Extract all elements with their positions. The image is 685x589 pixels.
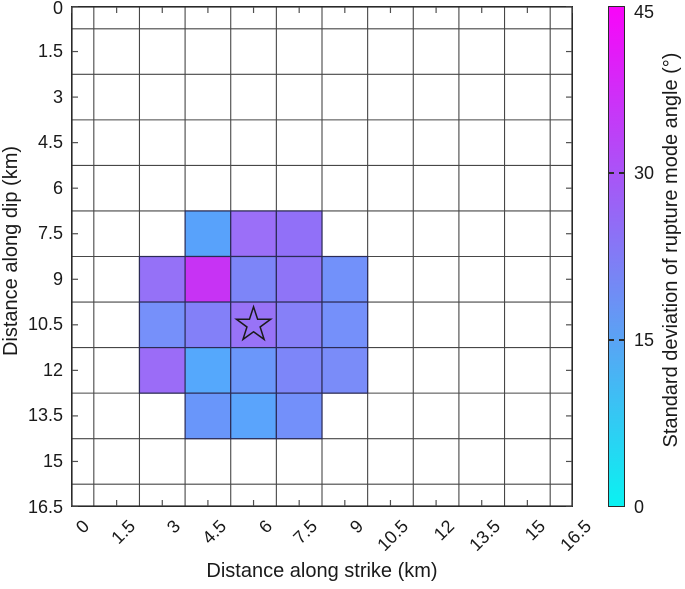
heatmap-cell <box>321 346 369 394</box>
heatmap-cell <box>321 301 369 349</box>
x-tick-label: 4.5 <box>198 516 231 548</box>
star-marker <box>234 304 273 342</box>
y-tick-label: 4.5 <box>37 132 63 153</box>
heatmap-cell <box>184 301 232 349</box>
y-tick-label: 12 <box>42 359 63 380</box>
y-tick-label: 10.5 <box>27 314 63 335</box>
x-tick-label: 9 <box>345 516 367 538</box>
x-tick-label: 0 <box>71 516 94 538</box>
colorbar-tick-label: 15 <box>634 329 655 350</box>
heatmap-plot <box>71 6 573 507</box>
heatmap-cell <box>184 346 232 394</box>
heatmap-cell <box>184 210 232 258</box>
colorbar-tickmark <box>619 339 624 341</box>
y-tick-label: 0 <box>52 0 63 18</box>
heatmap-cell <box>184 255 232 303</box>
heatmap-cell <box>275 255 323 303</box>
x-tick-label: 1.5 <box>106 516 139 548</box>
heatmap-cell <box>230 255 277 303</box>
heatmap-cell <box>230 346 277 394</box>
x-tick-label: 6 <box>254 516 276 538</box>
y-tick-label: 16.5 <box>27 496 63 517</box>
heatmap-cell <box>275 301 323 349</box>
heatmap-cell <box>230 210 277 258</box>
x-axis-title: Distance along strike (km) <box>206 560 438 582</box>
heatmap-cell <box>275 210 323 258</box>
heatmap-cell <box>184 392 232 440</box>
heatmap-cell <box>138 301 186 349</box>
x-tick-label: 13.5 <box>464 516 504 555</box>
colorbar-tickmark <box>619 172 624 174</box>
x-tick-label: 15 <box>521 516 550 545</box>
colorbar-tick-label: 30 <box>634 162 655 183</box>
x-tick-label: 10.5 <box>373 516 413 555</box>
y-tick-label: 1.5 <box>37 41 63 62</box>
colorbar-tickmark <box>609 172 614 174</box>
y-tick-label: 9 <box>52 268 63 289</box>
y-tick-label: 13.5 <box>27 405 63 426</box>
y-tick-label: 6 <box>52 177 63 198</box>
x-tick-label: 12 <box>429 516 459 545</box>
x-tick-label: 7.5 <box>289 516 322 548</box>
heatmap-cell <box>321 255 369 303</box>
colorbar-tickmark <box>609 339 614 341</box>
heatmap-cell <box>138 255 186 303</box>
x-tick-label: 16.5 <box>556 516 596 555</box>
colorbar-tick-label: 45 <box>634 2 655 22</box>
colorbar-tick-label: 0 <box>634 496 645 517</box>
x-tick-label: 3 <box>163 516 185 538</box>
y-tick-label: 7.5 <box>37 223 63 244</box>
y-tick-label: 15 <box>42 450 63 471</box>
y-axis-title: Distance along dip (km) <box>0 145 22 357</box>
heatmap-cell <box>230 392 277 440</box>
heatmap-cell <box>275 346 323 394</box>
heatmap-cell <box>275 392 323 440</box>
colorbar-title: Standard deviation of rupture mode angle… <box>660 52 682 448</box>
heatmap-cell <box>138 346 186 394</box>
y-tick-label: 3 <box>52 86 63 107</box>
colorbar <box>608 6 625 507</box>
